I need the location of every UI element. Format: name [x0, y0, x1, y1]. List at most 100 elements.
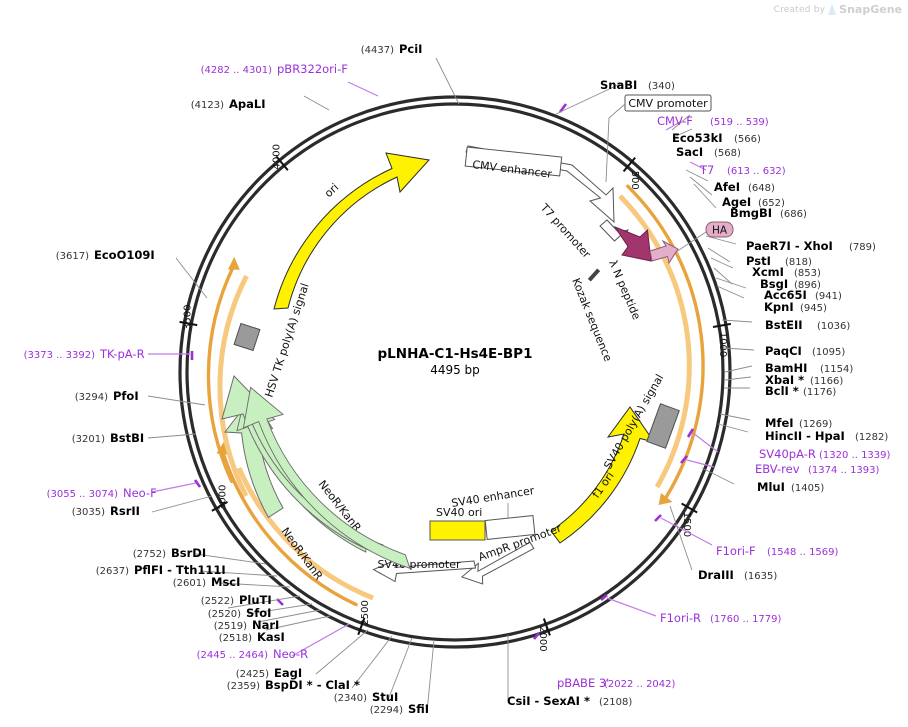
- label-pos: (2108): [599, 697, 632, 708]
- label-kasI[interactable]: (2518) KasI: [219, 630, 285, 644]
- tick-label-4000: 4000: [271, 144, 282, 169]
- label-pos: (2518): [219, 633, 252, 644]
- label-bstBI[interactable]: (3201) BstBI: [72, 431, 144, 445]
- label-snaBI[interactable]: SnaBI (340): [600, 78, 675, 92]
- label-ageI[interactable]: AgeI (652): [722, 195, 785, 209]
- label-pos: (2522): [201, 596, 234, 607]
- label-name: PfoI: [113, 389, 139, 403]
- label-xbaI[interactable]: XbaI * (1166): [765, 373, 843, 387]
- label-name: Neo-R: [273, 647, 308, 661]
- label-bstEII[interactable]: BstEII (1036): [765, 318, 850, 332]
- label-sfiI[interactable]: (2294) SfiI: [370, 702, 429, 716]
- label-pfoI[interactable]: (3294) PfoI: [75, 389, 139, 403]
- label-name: MluI: [757, 480, 785, 494]
- label-name: SacI: [676, 145, 703, 159]
- feature-label-ha-tag: HA: [712, 225, 728, 237]
- label-neo-r[interactable]: (2445 .. 2464) Neo-R: [197, 647, 309, 661]
- label-ecoO109I[interactable]: (3617) EcoO109I: [56, 248, 155, 262]
- label-rsrII[interactable]: (3035) RsrII: [72, 504, 140, 518]
- label-sfoI[interactable]: (2520) SfoI: [208, 606, 272, 620]
- label-bamHI[interactable]: BamHI (1154): [765, 361, 853, 375]
- label-pos: (2520): [208, 609, 241, 620]
- label-pluTI[interactable]: (2522) PluTI: [201, 593, 272, 607]
- label-mluI[interactable]: MluI (1405): [757, 480, 824, 494]
- label-pos: (652): [758, 198, 785, 209]
- label-ebv-rev[interactable]: EBV-rev (1374 .. 1393): [755, 462, 880, 476]
- snapgene-logo-icon: [828, 4, 837, 15]
- label-pos: (2340): [334, 693, 367, 704]
- label-afeI[interactable]: AfeI (648): [714, 180, 775, 194]
- feature-ha-tag: HA: [649, 221, 734, 265]
- label-pbabe-3prime[interactable]: pBABE 3' (2022 .. 2042): [557, 676, 676, 690]
- label-bsrDI[interactable]: (2752) BsrDI: [133, 546, 206, 560]
- label-pos: (4437): [361, 45, 394, 56]
- label-pos: (945): [800, 303, 827, 314]
- label-csiI-sexaI[interactable]: CsiI - SexAI * (2108): [507, 694, 632, 708]
- label-pos: (2359): [227, 681, 260, 692]
- label-acc65I[interactable]: Acc65I (941): [764, 288, 842, 302]
- label-mfeI[interactable]: MfeI (1269): [765, 416, 832, 430]
- label-kpnI[interactable]: KpnI (945): [764, 300, 827, 314]
- label-pos: (1154): [820, 364, 853, 375]
- watermark-prefix: Created by: [773, 4, 826, 15]
- label-pflFI-tth111I[interactable]: (2637) PflFI - Tth111I: [96, 563, 226, 577]
- label-paqCI[interactable]: PaqCI (1095): [765, 344, 845, 358]
- tick-label-2500: 2500: [360, 600, 371, 625]
- label-name: Neo-F: [123, 486, 157, 500]
- tick-label-3500: 3500: [182, 304, 193, 329]
- label-pos: (2601): [173, 578, 206, 589]
- label-name: PstI: [746, 254, 771, 268]
- label-name: XbaI *: [765, 373, 804, 387]
- tick-label-3000: 3000: [217, 485, 228, 510]
- cmv-promoter-leader: [605, 103, 626, 183]
- label-f1ori-f[interactable]: F1ori-F (1548 .. 1569): [716, 544, 839, 558]
- label-draIII[interactable]: DraIII (1635): [698, 568, 777, 582]
- leader-lines-left: [147, 257, 213, 513]
- label-tk-pa-r[interactable]: (3373 .. 3392) TK-pA-R: [24, 347, 145, 361]
- label-bspDI-claI[interactable]: (2359) BspDI * - ClaI *: [227, 678, 360, 692]
- label-hincII-hpaI[interactable]: HincII - HpaI (1282): [765, 429, 888, 443]
- label-name: XcmI: [752, 265, 784, 279]
- label-neo-f[interactable]: (3055 .. 3074) Neo-F: [47, 486, 157, 500]
- label-sacI[interactable]: SacI (568): [676, 145, 741, 159]
- label-bmgBI[interactable]: BmgBI (686): [730, 206, 807, 220]
- label-name: MscI: [211, 575, 240, 589]
- feature-f1-ori: f1 ori: [550, 406, 656, 544]
- label-name: AfeI: [714, 180, 740, 194]
- label-paeR7I-xhoI[interactable]: PaeR7I - XhoI (789): [746, 239, 876, 253]
- label-bclI[interactable]: BclI * (1176): [765, 384, 836, 398]
- label-group-right: SnaBI (340) CMV-F (519 .. 539) Eco53kI (…: [600, 78, 891, 625]
- label-mscI[interactable]: (2601) MscI: [173, 575, 241, 589]
- feature-label-kozak: Kozak sequence: [569, 276, 614, 363]
- label-name: F1ori-F: [716, 544, 756, 558]
- label-name: SfoI: [246, 606, 271, 620]
- label-pos: (1166): [810, 376, 843, 387]
- label-apaLI[interactable]: (4123) ApaLI: [191, 97, 266, 111]
- label-eagI[interactable]: (2425) EagI: [236, 666, 302, 680]
- label-t7[interactable]: T7 (613 .. 632): [699, 163, 786, 177]
- label-pbr322ori-f[interactable]: (4282 .. 4301) pBR322ori-F: [201, 62, 348, 76]
- label-pos: (1635): [744, 571, 777, 582]
- label-name: BsgI: [760, 277, 788, 291]
- label-name: NarI: [252, 618, 279, 632]
- label-eco53kI[interactable]: Eco53kI (566): [672, 131, 761, 145]
- leader-lines-right: [555, 83, 755, 617]
- label-pos: (1095): [812, 347, 845, 358]
- label-name: KpnI: [764, 300, 794, 314]
- label-bsgI[interactable]: BsgI (896): [760, 277, 821, 291]
- label-name: T7: [699, 163, 714, 177]
- label-pstI[interactable]: PstI (818): [746, 254, 812, 268]
- label-f1ori-r[interactable]: F1ori-R (1760 .. 1779): [660, 611, 782, 625]
- label-name: EcoO109I: [94, 248, 155, 262]
- feature-hsv-tk-polya: HSV TK poly(A) signal: [233, 282, 312, 399]
- label-cmv-f[interactable]: CMV-F (519 .. 539): [657, 114, 769, 128]
- label-pos: (3035): [72, 507, 105, 518]
- label-pos: (613 .. 632): [727, 166, 786, 177]
- label-narI[interactable]: (2519) NarI: [214, 618, 280, 632]
- label-pos: (1405): [791, 483, 824, 494]
- label-xcmI[interactable]: XcmI (853): [752, 265, 821, 279]
- label-stuI[interactable]: (2340) StuI: [334, 690, 399, 704]
- label-sv40pa-r[interactable]: SV40pA-R (1320 .. 1339): [759, 447, 891, 461]
- label-pciI[interactable]: (4437) PciI: [361, 42, 423, 56]
